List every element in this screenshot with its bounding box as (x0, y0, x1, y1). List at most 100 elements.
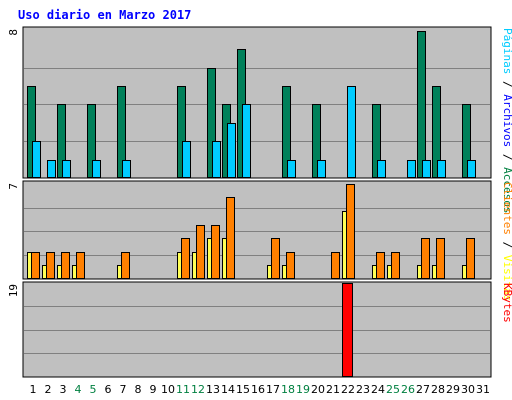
bar-accesos-day-18 (282, 86, 291, 178)
x-tick-label: 29 (446, 383, 460, 396)
bar-pginas-day-30 (467, 160, 476, 178)
x-tick-label: 10 (161, 383, 175, 396)
bar-pginas-day-1 (32, 141, 41, 178)
bar-clientes-day-3 (61, 252, 70, 279)
bar-clientes-day-28 (436, 238, 445, 279)
bar-kbytes-day-22 (342, 283, 353, 377)
x-tick-label: 7 (120, 383, 127, 396)
x-tick-label: 1 (30, 383, 37, 396)
x-tick-label: 11 (176, 383, 190, 396)
bar-accesos-day-11 (177, 86, 186, 178)
legend-entry: Visitas (501, 255, 512, 301)
x-tick-label: 18 (281, 383, 295, 396)
bar-pginas-day-5 (92, 160, 101, 178)
x-tick-label: 6 (105, 383, 112, 396)
chart-title: Uso diario en Marzo 2017 (18, 8, 191, 22)
legend-entry: Accesos (501, 167, 512, 213)
legend-entry: / (501, 147, 512, 167)
bar-clientes-day-12 (196, 225, 205, 279)
bar-pginas-day-26 (407, 160, 416, 178)
x-tick-label: 8 (135, 383, 142, 396)
panel-mid: 7 Clientes / Visitas (7, 180, 512, 301)
panel-legend: Páginas / Archivos / Accesos (501, 28, 512, 213)
bar-clientes-day-2 (46, 252, 55, 279)
bar-accesos-day-20 (312, 104, 321, 178)
legend-entry: Archivos (501, 94, 512, 147)
x-tick-label: 31 (476, 383, 490, 396)
bar-pginas-day-7 (122, 160, 131, 178)
x-tick-label: 23 (356, 383, 370, 396)
x-tick-label: 15 (236, 383, 250, 396)
x-tick-label: 2 (45, 383, 52, 396)
bar-accesos-day-3 (57, 104, 66, 178)
bar-pginas-day-13 (212, 141, 221, 178)
panel-legend: Clientes / Visitas (501, 182, 512, 301)
bar-pginas-day-28 (437, 160, 446, 178)
panel-frame (22, 180, 492, 280)
x-tick-label: 30 (461, 383, 475, 396)
x-tick-label: 20 (311, 383, 325, 396)
legend-entry: KBytes (501, 283, 512, 323)
x-tick-label: 4 (75, 383, 82, 396)
bar-clientes-day-4 (76, 252, 85, 279)
x-tick-label: 22 (341, 383, 355, 396)
bar-pginas-day-2 (47, 160, 56, 178)
bar-accesos-day-24 (372, 104, 381, 178)
panel-bot: 19 KBytes (7, 281, 512, 378)
x-tick-label: 19 (296, 383, 310, 396)
panel-max-label: 8 (7, 29, 20, 36)
legend-entry: Páginas (501, 28, 512, 74)
panel-max-label: 19 (7, 284, 20, 297)
x-tick-label: 26 (401, 383, 415, 396)
bar-accesos-day-30 (462, 104, 471, 178)
bar-pginas-day-3 (62, 160, 71, 178)
bar-clientes-day-18 (286, 252, 295, 279)
bar-clientes-day-13 (211, 225, 220, 279)
panel-legend: KBytes (501, 283, 512, 323)
x-tick-label: 17 (266, 383, 280, 396)
bar-clientes-day-7 (121, 252, 130, 279)
panel-frame (22, 26, 492, 179)
bar-pginas-day-15 (242, 104, 251, 178)
x-tick-label: 12 (191, 383, 205, 396)
bar-accesos-day-7 (117, 86, 126, 178)
bar-pginas-day-18 (287, 160, 296, 178)
chart-panels: 8 Páginas / Archivos / Accesos 7 Clientes /… (7, 26, 512, 378)
bar-pginas-day-24 (377, 160, 386, 178)
x-tick-label: 3 (60, 383, 67, 396)
bar-accesos-day-13 (207, 68, 216, 178)
bar-pginas-day-27 (422, 160, 431, 178)
bar-pginas-day-22 (347, 86, 356, 178)
legend-entry: / (501, 74, 512, 94)
bar-clientes-day-25 (391, 252, 400, 279)
bar-clientes-day-21 (331, 252, 340, 279)
x-tick-label: 13 (206, 383, 220, 396)
bar-clientes-day-30 (466, 238, 475, 279)
panel-top: 8 Páginas / Archivos / Accesos (7, 26, 512, 213)
bar-accesos-day-27 (417, 31, 426, 178)
panel-max-label: 7 (7, 183, 20, 190)
x-tick-label: 28 (431, 383, 445, 396)
x-tick-label: 27 (416, 383, 430, 396)
bar-clientes-day-1 (31, 252, 40, 279)
x-tick-label: 5 (90, 383, 97, 396)
x-tick-label: 16 (251, 383, 265, 396)
bar-pginas-day-14 (227, 123, 236, 178)
x-axis: 1 2 3 4 5 6 7 8 9 10 11 12 13 14 15 16 17 18 19 20 21 22 23 24 2… (30, 383, 491, 396)
bar-clientes-day-27 (421, 238, 430, 279)
bar-clientes-day-22 (346, 184, 355, 279)
x-tick-label: 21 (326, 383, 340, 396)
x-tick-label: 14 (221, 383, 235, 396)
panel-frame (22, 281, 492, 378)
x-tick-label: 25 (386, 383, 400, 396)
bar-pginas-day-11 (182, 141, 191, 178)
bar-clientes-day-14 (226, 197, 235, 279)
bar-pginas-day-20 (317, 160, 326, 178)
x-tick-label: 9 (150, 383, 157, 396)
bar-accesos-day-1 (27, 86, 36, 178)
legend-entry: Clientes (501, 182, 512, 235)
bar-clientes-day-11 (181, 238, 190, 279)
bar-clientes-day-17 (271, 238, 280, 279)
bar-clientes-day-24 (376, 252, 385, 279)
